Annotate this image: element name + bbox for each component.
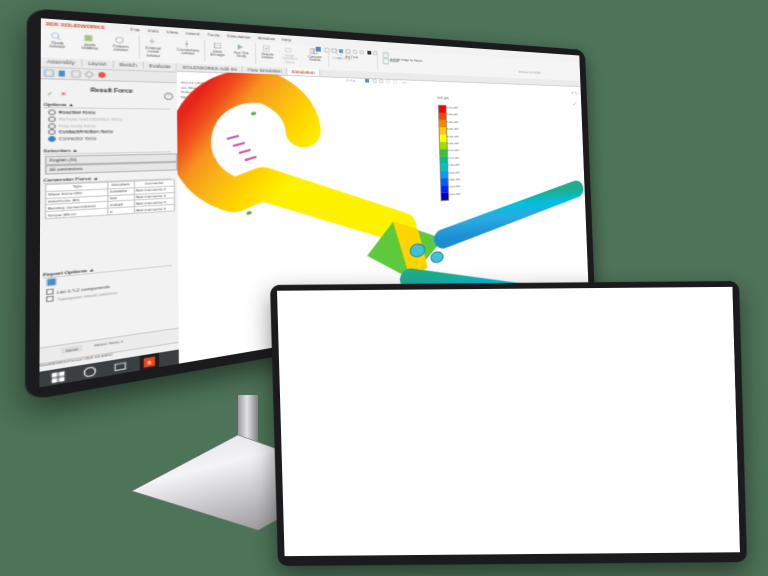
svg-text:S: S	[147, 359, 151, 365]
